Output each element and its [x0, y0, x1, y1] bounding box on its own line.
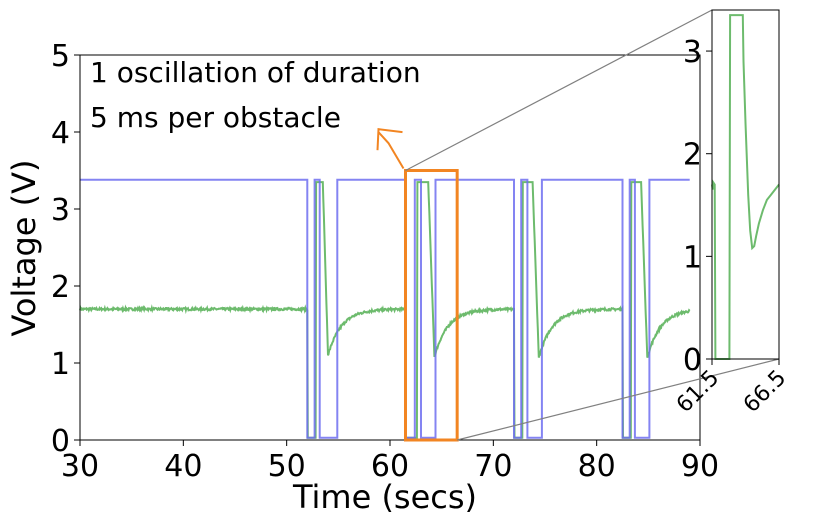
x-tick-label: 60 [371, 449, 409, 484]
zoom-connector-bottom [457, 358, 780, 441]
x-axis-label: Time (secs) [292, 478, 477, 516]
y-tick-label: 4 [51, 116, 70, 151]
x-tick-label: 30 [61, 449, 99, 484]
annotation-line-2: 5 ms per obstacle [90, 101, 341, 134]
inset-plot-frame [711, 9, 780, 360]
x-tick-label: 50 [268, 449, 306, 484]
x-tick-label: 70 [474, 449, 512, 484]
x-tick-label: 40 [164, 449, 202, 484]
inset-y-tick-label: 0 [683, 343, 702, 378]
inset-y-tick-label: 3 [683, 35, 702, 70]
main-plot: 30 40 50 60 70 80 90 0 1 2 3 4 5 Time (secs) Voltag… [5, 39, 719, 516]
y-tick-label: 5 [51, 39, 70, 74]
x-tick-label: 80 [578, 449, 616, 484]
inset-x-tick-label: 66.5 [739, 366, 791, 418]
inset-y-tick-label: 1 [683, 240, 702, 275]
y-axis-label: Voltage (V) [5, 159, 43, 336]
series-line-signal-a [80, 178, 690, 439]
y-tick-label: 2 [51, 270, 70, 305]
inset-series-line [711, 14, 780, 360]
annotation-line-1: 1 oscillation of duration [90, 56, 421, 89]
y-tick-label: 3 [51, 193, 70, 228]
x-tick-label: 90 [681, 449, 719, 484]
y-tick-label: 0 [51, 424, 70, 459]
zoom-connector-top [405, 9, 713, 172]
y-tick-label: 1 [51, 347, 70, 382]
inset-y-tick-label: 2 [683, 138, 702, 173]
highlight-box [404, 169, 459, 442]
annotation-arrow [376, 128, 405, 170]
series-line-signal-b [79, 181, 691, 439]
